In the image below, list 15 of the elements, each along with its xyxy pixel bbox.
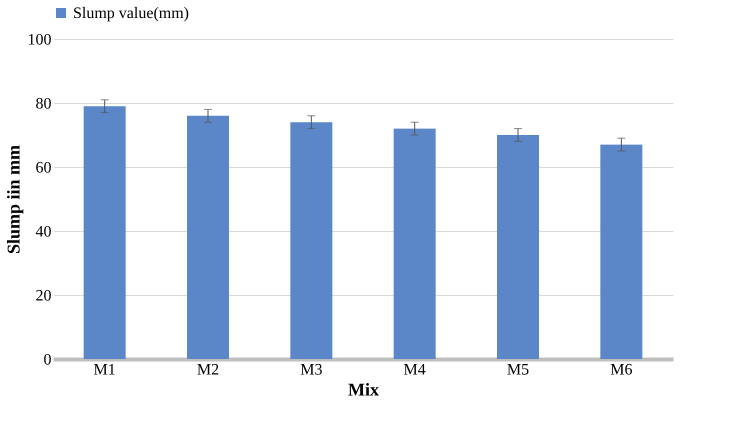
- y-tick-label: 60: [36, 160, 52, 176]
- x-axis-title: Mix: [348, 380, 379, 400]
- legend-label: Slump value(mm): [73, 5, 189, 22]
- y-tick-label: 0: [44, 352, 52, 368]
- x-tick-label: M6: [610, 362, 632, 378]
- x-tick-label: M1: [94, 362, 116, 378]
- y-tick-label: 100: [28, 32, 52, 48]
- y-tick-label: 20: [36, 288, 52, 304]
- x-tick-label: M3: [300, 362, 322, 378]
- x-tick-label: M2: [196, 362, 220, 378]
- y-tick-label: 40: [36, 224, 52, 240]
- y-axis-title: Slump iin mm: [4, 144, 24, 254]
- x-tick-label: M4: [404, 362, 426, 378]
- y-tick-label: 80: [36, 96, 52, 112]
- x-tick-label: M5: [506, 362, 530, 378]
